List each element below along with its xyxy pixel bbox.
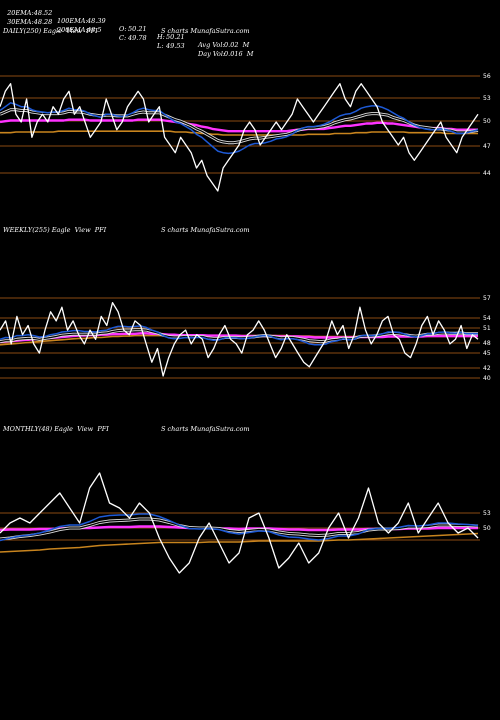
ema20-label: 20EMA: — [7, 9, 34, 17]
low-value: 49.53 — [166, 42, 185, 50]
header-row-2: 30EMA:48.28 200EMA: 48.5 C: 49.78 L: 49.53 … — [3, 10, 253, 58]
weekly-ytick-label: 42 — [483, 365, 491, 372]
monthly-source: S charts MunafaSutra.com — [161, 425, 250, 433]
high-value: 50.21 — [166, 33, 185, 41]
daily-ema100-line — [0, 118, 478, 133]
monthly-ema30-line-inner — [0, 518, 479, 540]
weekly-title: WEEKLY(255) Eagle View PFI — [3, 226, 107, 234]
daily-ytick-label: 53 — [483, 95, 491, 102]
weekly-ytick-label: 57 — [483, 295, 491, 302]
day-vol-label: Day Vol: — [198, 50, 226, 58]
monthly-ytick-label: 53 — [483, 510, 491, 517]
monthly-title: MONTHLY(48) Eagle View PFI — [3, 425, 109, 433]
weekly-ytick-label: 40 — [483, 375, 491, 382]
avg-vol-value: 0.02 M — [224, 41, 250, 49]
daily-ytick-label: 56 — [483, 73, 491, 80]
daily-ema20-line — [0, 102, 479, 155]
ema30-value: 48.28 — [33, 18, 53, 26]
daily-ytick-label: 47 — [483, 143, 491, 150]
daily-ytick-label: 44 — [483, 170, 491, 177]
open-value: 50.21 — [128, 25, 147, 33]
daily-ema200-line — [0, 130, 478, 136]
monthly-ytick-label: 50 — [483, 525, 491, 532]
weekly-source: S charts MunafaSutra.com — [161, 226, 250, 234]
weekly-ytick-label: 54 — [483, 315, 491, 322]
daily-price-line — [0, 83, 479, 192]
close-label: C: — [119, 34, 127, 42]
weekly-ema20-line — [0, 325, 478, 346]
low-label: L: — [157, 42, 164, 50]
open-label: O: — [119, 25, 127, 33]
monthly-ema20-line — [0, 513, 479, 542]
avg-vol-label: Avg Vol: — [198, 41, 225, 49]
daily-title: DAILY(250) Eagle View PFI — [3, 27, 98, 35]
close-value: 49.78 — [128, 34, 147, 42]
weekly-ytick-label: 48 — [483, 340, 491, 347]
weekly-ytick-label: 51 — [483, 325, 491, 332]
daily-source: S charts MunafaSutra.com — [161, 27, 250, 35]
ema100-value: 48.39 — [87, 17, 106, 25]
daily-ema30-line-inner — [0, 109, 479, 144]
daily-ytick-label: 50 — [483, 118, 491, 125]
ema200-label: 200EMA: — [57, 26, 88, 34]
weekly-price-line — [0, 301, 479, 377]
ema20-value: 48.52 — [33, 9, 53, 17]
header-row-1: 20EMA:48.52 100EMA: 48.39 O: 50.21 H: 50.21… — [3, 1, 249, 49]
high-label: H: — [157, 33, 165, 41]
ema100-label: 100EMA: — [57, 17, 88, 25]
ema30-label: 30EMA: — [7, 18, 34, 26]
monthly-ema200-line — [0, 532, 479, 553]
weekly-ytick-label: 45 — [483, 350, 491, 357]
monthly-price-line — [0, 472, 479, 574]
day-vol-value: 0.016 M — [224, 50, 254, 58]
ema200-value: 48.5 — [87, 26, 102, 34]
